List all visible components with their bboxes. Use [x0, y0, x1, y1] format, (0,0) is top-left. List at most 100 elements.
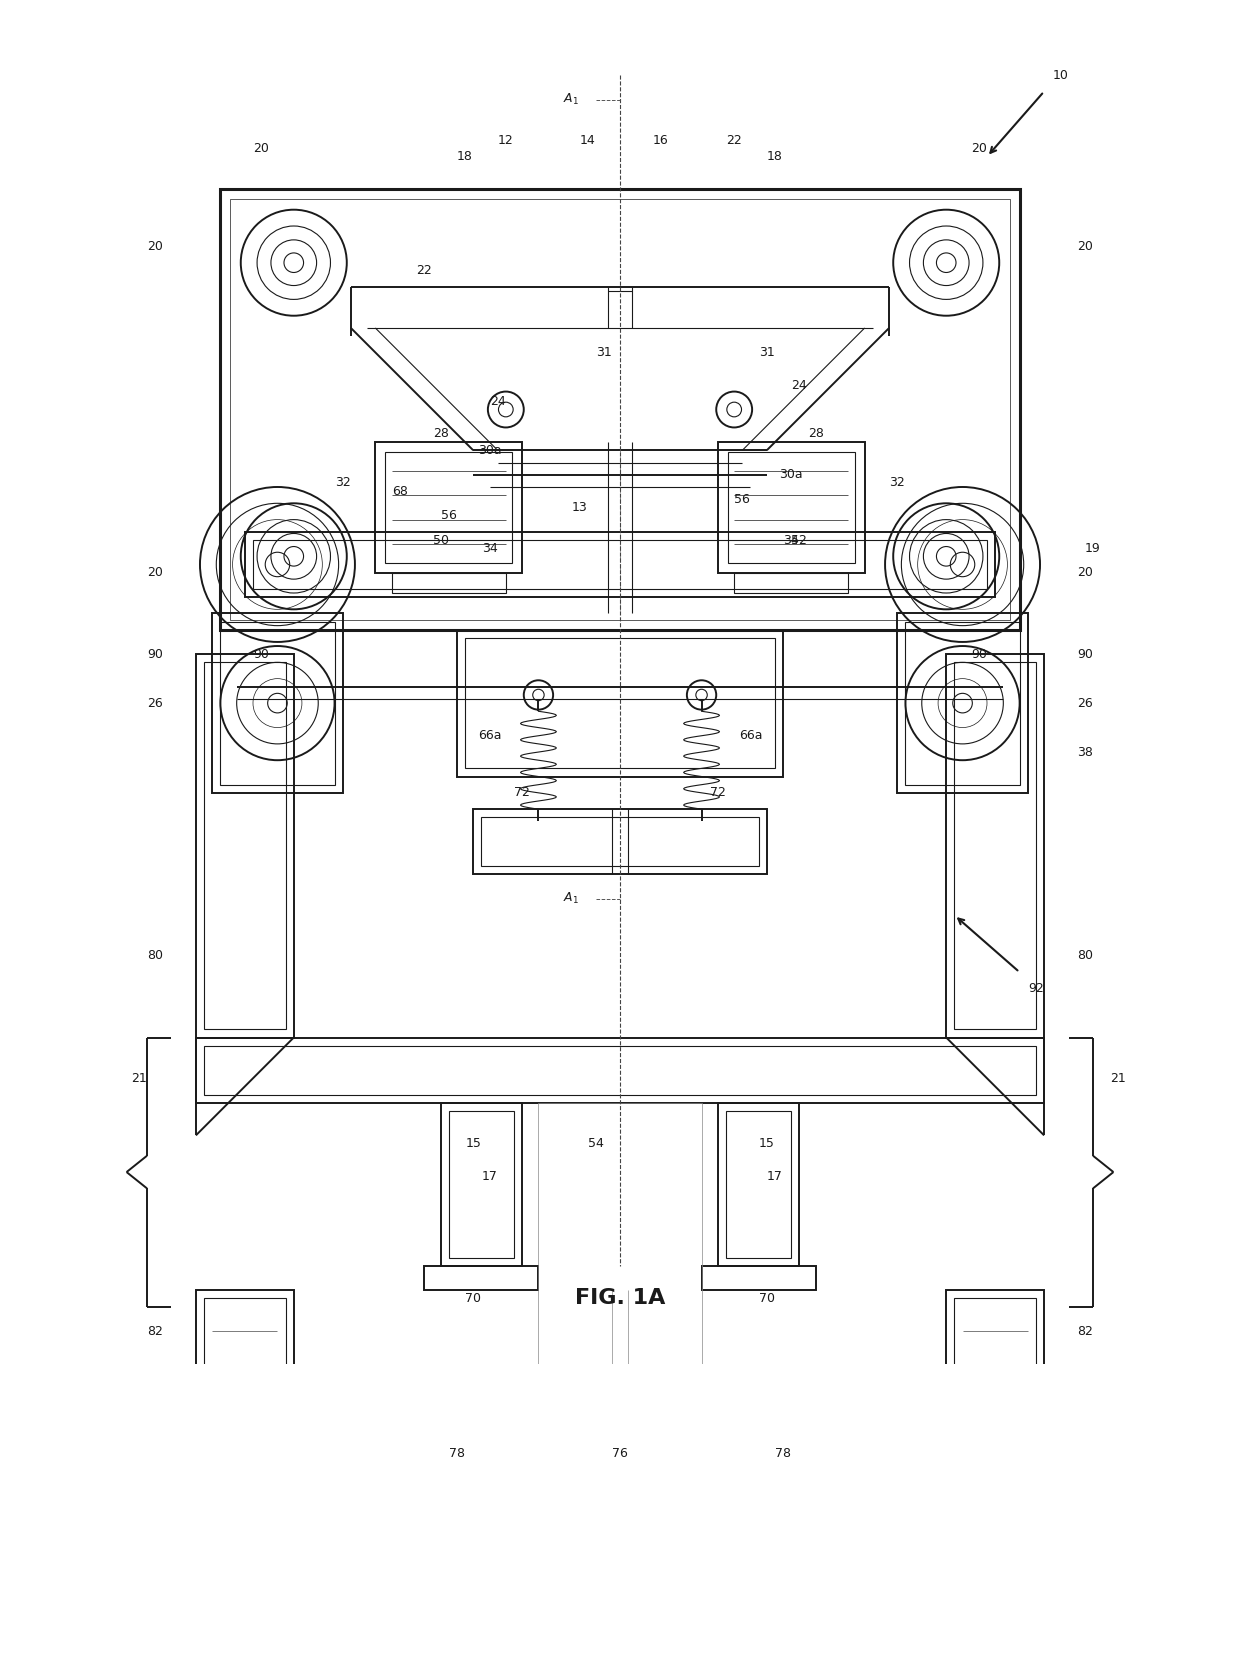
Bar: [424, 1265, 538, 1290]
Text: 16: 16: [653, 133, 668, 147]
Bar: [231, 198, 1009, 620]
Text: 80: 80: [148, 950, 164, 962]
Text: 34: 34: [784, 533, 799, 547]
Text: 92: 92: [1028, 982, 1044, 995]
Text: 72: 72: [711, 787, 725, 800]
Bar: [905, 622, 1019, 785]
Text: 34: 34: [481, 542, 497, 555]
Bar: [212, 613, 342, 793]
Text: 38: 38: [1078, 745, 1092, 758]
Text: 68: 68: [392, 485, 408, 497]
Text: 21: 21: [131, 1072, 146, 1085]
Text: 66a: 66a: [739, 728, 763, 742]
Text: 26: 26: [1078, 697, 1092, 710]
Text: 56: 56: [440, 508, 456, 522]
Text: 17: 17: [768, 1170, 782, 1182]
Text: 82: 82: [148, 1325, 162, 1337]
Text: 20: 20: [148, 240, 162, 253]
Bar: [253, 540, 987, 588]
Bar: [538, 1104, 702, 1600]
Text: 78: 78: [775, 1447, 791, 1460]
Bar: [205, 662, 285, 1029]
Text: 10: 10: [1053, 68, 1069, 82]
Text: 30a: 30a: [780, 468, 804, 482]
Text: 20: 20: [971, 142, 987, 155]
Text: 56: 56: [734, 493, 750, 505]
Text: 32: 32: [889, 477, 905, 490]
Text: 52: 52: [791, 533, 807, 547]
Text: 28: 28: [433, 427, 449, 440]
Bar: [946, 1290, 1044, 1600]
Bar: [718, 442, 864, 573]
Bar: [728, 452, 854, 563]
Bar: [392, 573, 506, 593]
Bar: [955, 662, 1035, 1029]
Text: 15: 15: [465, 1137, 481, 1150]
Bar: [196, 1037, 1044, 1104]
Text: FIG. 1A: FIG. 1A: [575, 1289, 665, 1309]
Bar: [376, 442, 522, 573]
Bar: [898, 613, 1028, 793]
Text: 26: 26: [148, 697, 162, 710]
Text: 15: 15: [759, 1137, 775, 1150]
Bar: [386, 452, 512, 563]
Text: 20: 20: [1078, 240, 1092, 253]
Text: 20: 20: [253, 142, 269, 155]
Text: 18: 18: [458, 150, 472, 163]
Text: 72: 72: [515, 787, 529, 800]
Text: 13: 13: [572, 500, 587, 513]
Text: 12: 12: [498, 133, 513, 147]
Bar: [734, 573, 848, 593]
Bar: [187, 1600, 301, 1634]
Text: 54: 54: [588, 1137, 604, 1150]
Bar: [221, 190, 1019, 630]
Bar: [474, 808, 766, 875]
Text: 24: 24: [490, 395, 506, 408]
Bar: [244, 532, 996, 597]
Bar: [440, 1104, 522, 1265]
Text: $A_1$: $A_1$: [563, 892, 579, 907]
Text: 31: 31: [595, 347, 611, 358]
Bar: [481, 817, 759, 867]
Bar: [196, 1290, 294, 1600]
Text: 28: 28: [807, 427, 823, 440]
Text: 22: 22: [727, 133, 742, 147]
Text: 82: 82: [1078, 1325, 1092, 1337]
Text: 90: 90: [971, 648, 987, 660]
Bar: [939, 1600, 1053, 1634]
Text: 90: 90: [253, 648, 269, 660]
Bar: [196, 653, 294, 1037]
Text: 32: 32: [335, 477, 351, 490]
Bar: [702, 1265, 816, 1290]
Bar: [205, 1299, 285, 1592]
Bar: [449, 1110, 513, 1257]
Bar: [205, 1045, 1035, 1095]
Text: 90: 90: [1078, 648, 1092, 660]
Bar: [221, 622, 335, 785]
Text: 30a: 30a: [477, 443, 501, 457]
Bar: [456, 630, 784, 777]
Text: 80: 80: [1076, 950, 1092, 962]
Text: 21: 21: [1110, 1072, 1126, 1085]
Text: 78: 78: [449, 1447, 465, 1460]
Text: 14: 14: [579, 133, 595, 147]
Text: 50: 50: [433, 533, 449, 547]
Text: 20: 20: [1078, 567, 1092, 578]
Bar: [727, 1110, 791, 1257]
Text: 76: 76: [613, 1447, 627, 1460]
Text: 70: 70: [759, 1292, 775, 1305]
Text: 17: 17: [481, 1170, 497, 1182]
Text: 22: 22: [417, 265, 432, 277]
Bar: [718, 1104, 800, 1265]
Text: 70: 70: [465, 1292, 481, 1305]
Text: 18: 18: [768, 150, 782, 163]
Text: $A_1$: $A_1$: [563, 92, 579, 107]
Bar: [946, 653, 1044, 1037]
Text: 90: 90: [148, 648, 162, 660]
Text: 19: 19: [1085, 542, 1101, 555]
Text: 66a: 66a: [477, 728, 501, 742]
Bar: [955, 1299, 1035, 1592]
Text: 24: 24: [791, 378, 807, 392]
Text: 20: 20: [148, 567, 162, 578]
Bar: [465, 638, 775, 768]
